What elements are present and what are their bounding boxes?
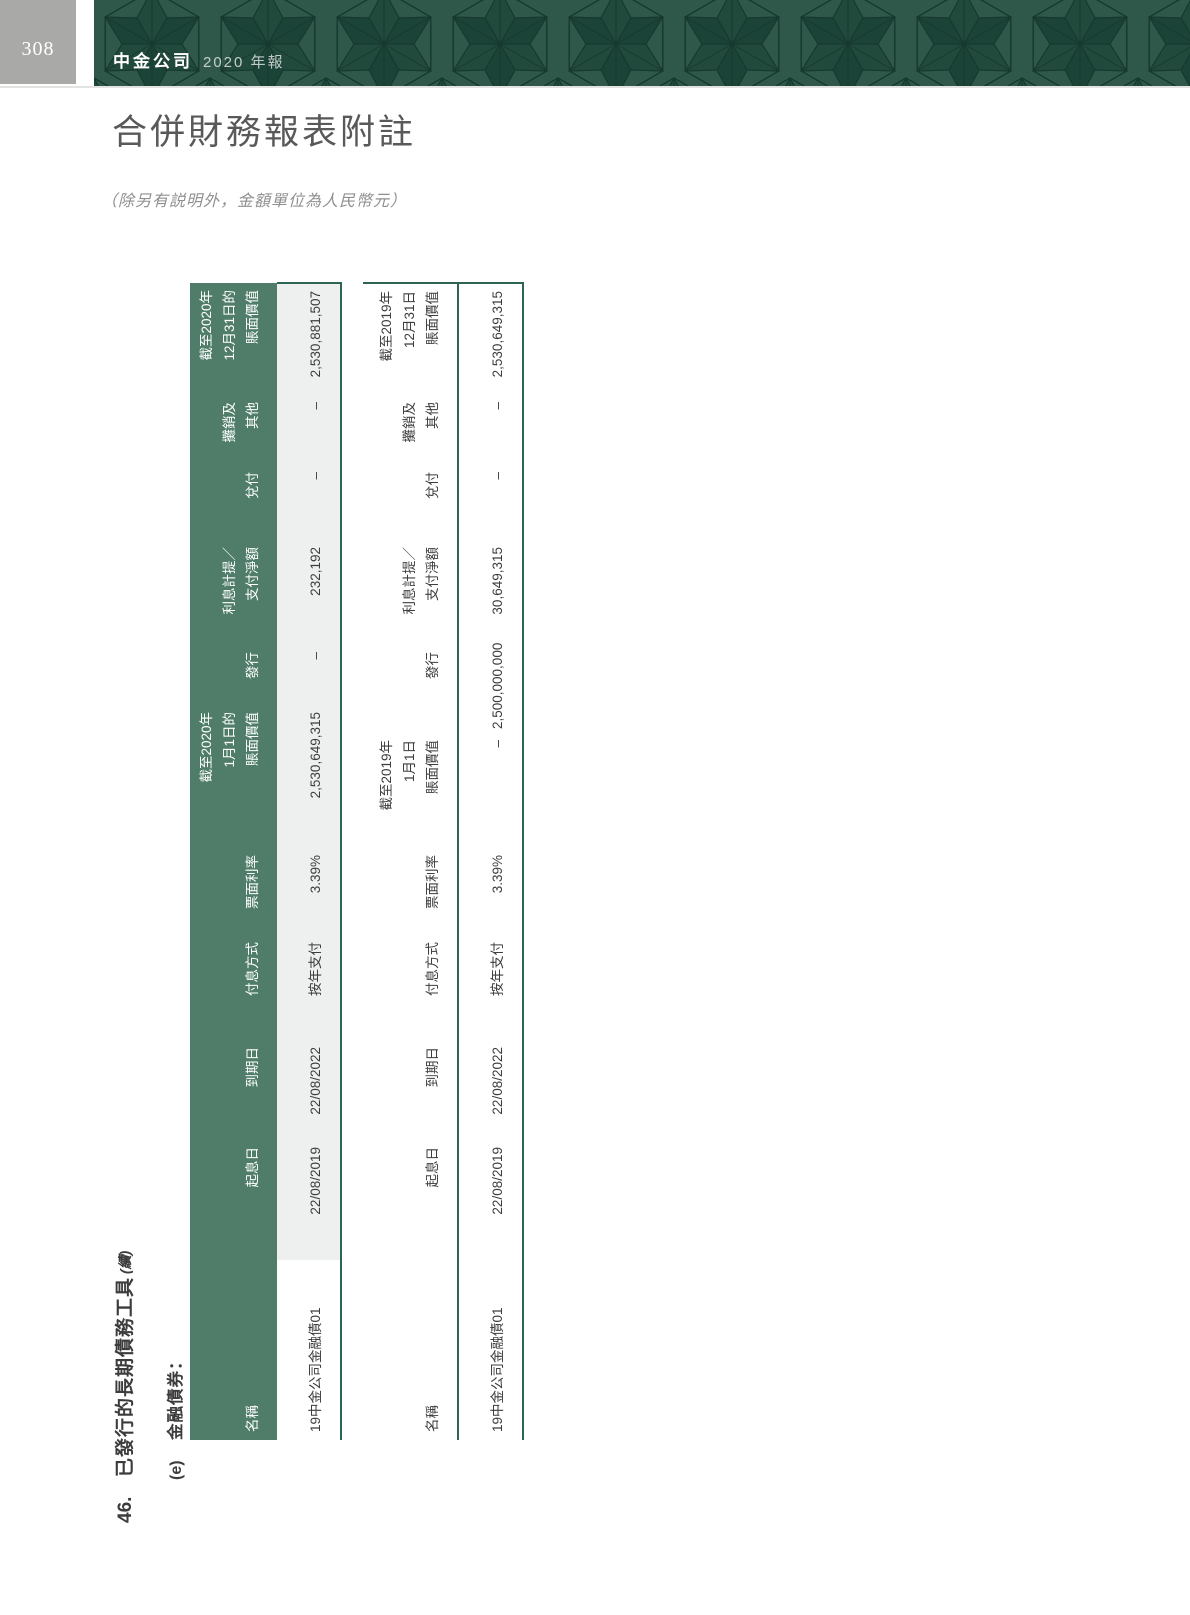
column-header: 名稱 <box>190 1260 277 1440</box>
section-heading: 46. 已發行的長期債務工具 (續) <box>110 1251 137 1523</box>
bonds-table-2019: 名稱 起息日 到期日 付息方式 票面利率 截至2019年 1月1日 賬面價值 發… <box>363 282 524 1440</box>
column-header: 票面利率 <box>363 848 458 935</box>
column-header: 兌付 <box>363 465 458 540</box>
cell: – <box>458 465 523 540</box>
cell-bond-name: 19中金公司金融債01 <box>458 1260 523 1440</box>
banner-text: 中金公司 2020 年報 <box>113 47 285 72</box>
cell: – <box>458 395 523 465</box>
cell: – <box>277 395 341 465</box>
cell: 232,192 <box>277 540 341 645</box>
cell: 2,530,649,315 <box>458 283 523 395</box>
brand-name: 中金公司 <box>113 52 193 71</box>
column-header: 截至2020年 12月31日的 賬面價值 <box>190 283 277 395</box>
cell: 22/08/2022 <box>277 1040 341 1140</box>
column-header: 到期日 <box>363 1040 458 1140</box>
header-divider <box>0 86 1190 88</box>
column-header: 截至2019年 12月31日 賬面價值 <box>363 283 458 395</box>
table-header-row: 名稱 起息日 到期日 付息方式 票面利率 截至2020年 1月1日的 賬面價值 … <box>190 283 277 1440</box>
column-header: 名稱 <box>363 1260 458 1440</box>
column-header: 截至2019年 1月1日 賬面價值 <box>363 733 458 848</box>
cell: 按年支付 <box>277 935 341 1040</box>
cell: 3.39% <box>277 848 341 935</box>
column-header: 付息方式 <box>363 935 458 1040</box>
page-number-box: 308 <box>0 0 76 84</box>
table-row: 19中金公司金融債01 22/08/2019 22/08/2022 按年支付 3… <box>458 283 523 1440</box>
cell: 2,500,000,000 <box>458 643 523 733</box>
cell: – <box>277 645 341 705</box>
subsection-title: 金融債券： <box>167 1352 185 1441</box>
bonds-table-2020: 名稱 起息日 到期日 付息方式 票面利率 截至2020年 1月1日的 賬面價值 … <box>190 282 342 1440</box>
cell: 3.39% <box>458 848 523 935</box>
cell: 22/08/2022 <box>458 1040 523 1140</box>
column-header: 發行 <box>363 645 458 733</box>
table-row: 19中金公司金融債01 22/08/2019 22/08/2022 按年支付 3… <box>277 283 341 1440</box>
report-year: 2020 年報 <box>203 54 285 71</box>
currency-note: （除另有説明外，金額單位為人民幣元） <box>101 193 408 210</box>
cell: 2,530,649,315 <box>277 705 341 848</box>
column-header: 截至2020年 1月1日的 賬面價值 <box>190 705 277 848</box>
column-header: 利息計提／ 支付淨額 <box>363 540 458 645</box>
column-header: 起息日 <box>363 1140 458 1260</box>
section-number: 46. <box>115 1496 136 1523</box>
column-header: 起息日 <box>190 1140 277 1260</box>
document-title: 合併財務報表附註 <box>112 113 417 152</box>
page-number: 308 <box>21 37 55 60</box>
subsection-label: (e) <box>168 1460 185 1480</box>
cell: 30,649,315 <box>458 540 523 645</box>
column-header: 攤銷及 其他 <box>190 395 277 465</box>
column-header: 兌付 <box>190 465 277 540</box>
rotated-table-block: 46. 已發行的長期債務工具 (續) (e) 金融債券： 名稱 起息日 到期日 … <box>110 275 540 1525</box>
column-header: 到期日 <box>190 1040 277 1140</box>
header-banner: 中金公司 2020 年報 <box>94 0 1190 86</box>
cell: – <box>458 733 523 848</box>
column-header: 付息方式 <box>190 935 277 1040</box>
column-header: 利息計提／ 支付淨額 <box>190 540 277 645</box>
cell: 2,530,881,507 <box>277 283 341 395</box>
section-continued-label: (續) <box>117 1250 133 1274</box>
column-header: 發行 <box>190 645 277 705</box>
cell: – <box>277 465 341 540</box>
column-header: 攤銷及 其他 <box>363 395 458 465</box>
asanoha-pattern-icon <box>94 0 1190 86</box>
section-title: 已發行的長期債務工具 <box>115 1276 136 1477</box>
cell: 按年支付 <box>458 935 523 1040</box>
cell: 22/08/2019 <box>458 1140 523 1260</box>
table-header-row: 名稱 起息日 到期日 付息方式 票面利率 截至2019年 1月1日 賬面價值 發… <box>363 283 458 1440</box>
cell-bond-name: 19中金公司金融債01 <box>277 1260 341 1440</box>
column-header: 票面利率 <box>190 848 277 935</box>
cell: 22/08/2019 <box>277 1140 341 1260</box>
subsection-heading: (e) 金融債券： <box>162 1353 186 1481</box>
